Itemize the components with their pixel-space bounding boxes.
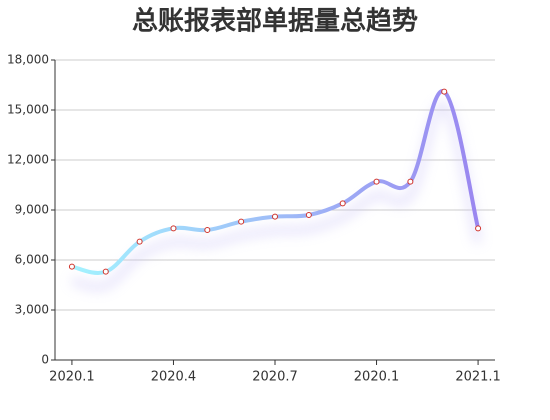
point [407,178,414,185]
point [305,212,312,218]
y-tick-label: 18,000 [7,53,49,67]
point [339,200,346,207]
point [136,238,143,245]
x-tick-label: 2020.7 [252,370,298,385]
x-tick-label: 2021.1 [455,370,501,385]
y-tick-label: 3,000 [15,303,49,317]
point [475,225,482,232]
chart-title: 总账报表部单据量总趋势 [132,6,418,37]
y-tick-label: 6,000 [15,253,49,267]
point [441,88,448,95]
y-tick-label: 0 [41,353,49,367]
point [68,263,75,270]
y-tick-label: 12,000 [7,153,49,167]
x-tick-label: 2020.1 [49,370,95,385]
x-tick-label: 2020.4 [151,370,197,385]
y-tick-label: 15,000 [7,103,49,117]
point [102,268,109,275]
line-shadow [71,102,481,290]
point [170,225,177,232]
point [272,213,278,220]
y-tick-label: 9,000 [15,203,49,217]
point [238,218,245,225]
x-tick-label: 2020.1 [354,370,400,385]
point [204,227,211,233]
point [373,178,380,185]
